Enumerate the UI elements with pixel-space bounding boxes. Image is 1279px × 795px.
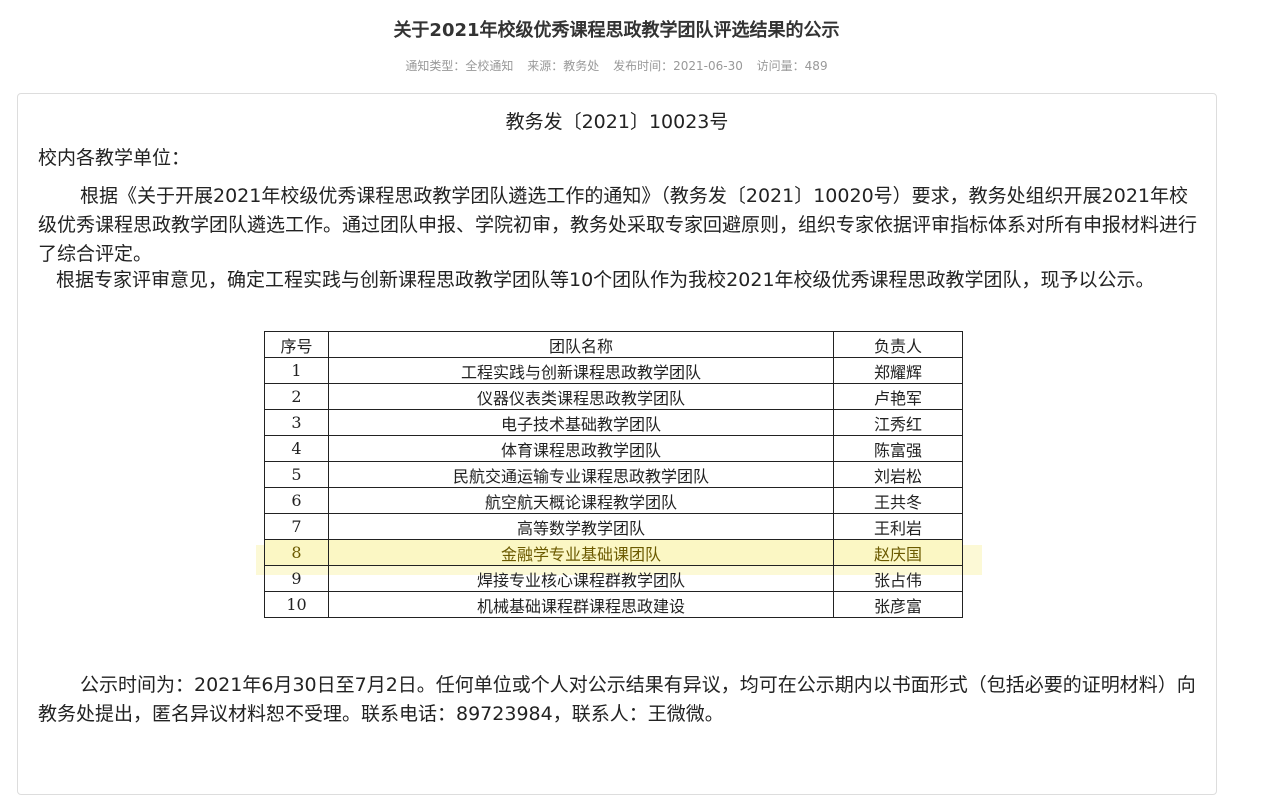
- table-cell: 仪器仪表类课程思政教学团队: [328, 383, 834, 410]
- table-row: 6 航空航天概论课程教学团队 王共冬: [264, 487, 963, 514]
- table-cell: 张占伟: [833, 565, 963, 592]
- paragraph-2: 根据专家评审意见，确定工程实践与创新课程思政教学团队等10个团队作为我校2021…: [56, 269, 1155, 291]
- table-cell: 工程实践与创新课程思政教学团队: [328, 357, 834, 384]
- table-row: 1 工程实践与创新课程思政教学团队 郑耀辉: [264, 357, 963, 384]
- table-cell: 陈富强: [833, 435, 963, 462]
- table-cell: 高等数学教学团队: [328, 513, 834, 540]
- table-row: 3 电子技术基础教学团队 江秀红: [264, 409, 963, 436]
- table-cell: 机械基础课程群课程思政建设: [328, 591, 834, 618]
- table-cell: 江秀红: [833, 409, 963, 436]
- notice-type: 通知类型：全校通知: [405, 59, 514, 73]
- table-cell: 4: [264, 435, 329, 462]
- table-cell: 卢艳军: [833, 383, 963, 410]
- table-cell: 负责人: [833, 331, 963, 358]
- document-number: 教务发〔2021〕10023号: [505, 111, 729, 133]
- table-row: 10 机械基础课程群课程思政建设 张彦富: [264, 591, 963, 618]
- table-row: 9 焊接专业核心课程群教学团队 张占伟: [264, 565, 963, 592]
- table-cell: 王共冬: [833, 487, 963, 514]
- table-cell: 郑耀辉: [833, 357, 963, 384]
- table-row: 7 高等数学教学团队 王利岩: [264, 513, 963, 540]
- table-cell: 赵庆国: [833, 539, 963, 566]
- table-cell: 金融学专业基础课团队: [328, 539, 834, 566]
- table-cell: 3: [264, 409, 329, 436]
- publish-date: 发布时间：2021-06-30: [613, 59, 743, 73]
- table-cell: 10: [264, 591, 329, 618]
- table-cell: 电子技术基础教学团队: [328, 409, 834, 436]
- table-cell: 7: [264, 513, 329, 540]
- table-cell: 体育课程思政教学团队: [328, 435, 834, 462]
- table-cell: 团队名称: [328, 331, 834, 358]
- paragraph-3: 公示时间为：2021年6月30日至7月2日。任何单位或个人对公示结果有异议，均可…: [38, 674, 1196, 725]
- table-row: 2 仪器仪表类课程思政教学团队 卢艳军: [264, 383, 963, 410]
- results-table: 序号 团队名称 负责人 1 工程实践与创新课程思政教学团队 郑耀辉 2 仪器仪表类课程思政教学…: [264, 331, 963, 618]
- table-cell: 张彦富: [833, 591, 963, 618]
- table-cell: 2: [264, 383, 329, 410]
- page-title: 关于2021年校级优秀课程思政教学团队评选结果的公示: [393, 20, 840, 41]
- table-cell: 5: [264, 461, 329, 488]
- table-cell: 8: [264, 539, 329, 566]
- table-cell: 航空航天概论课程教学团队: [328, 487, 834, 514]
- table-cell: 王利岩: [833, 513, 963, 540]
- table-row: 5 民航交通运输专业课程思政教学团队 刘岩松: [264, 461, 963, 488]
- table-cell: 序号: [264, 331, 329, 358]
- table-cell: 1: [264, 357, 329, 384]
- article-meta: 通知类型：全校通知 来源：教务处 发布时间：2021-06-30 访问量：489: [0, 57, 1233, 74]
- source: 来源：教务处: [527, 59, 600, 73]
- view-count: 访问量：489: [756, 59, 828, 73]
- table-row: 8 金融学专业基础课团队 赵庆国: [264, 539, 963, 566]
- table-row: 4 体育课程思政教学团队 陈富强: [264, 435, 963, 462]
- table-cell: 民航交通运输专业课程思政教学团队: [328, 461, 834, 488]
- table-cell: 9: [264, 565, 329, 592]
- paragraph-1: 根据《关于开展2021年校级优秀课程思政教学团队遴选工作的通知》（教务发〔202…: [38, 185, 1198, 265]
- table-header-row: 序号 团队名称 负责人: [264, 331, 963, 358]
- table-cell: 6: [264, 487, 329, 514]
- salutation: 校内各教学单位：: [38, 147, 191, 169]
- table-cell: 焊接专业核心课程群教学团队: [328, 565, 834, 592]
- table-cell: 刘岩松: [833, 461, 963, 488]
